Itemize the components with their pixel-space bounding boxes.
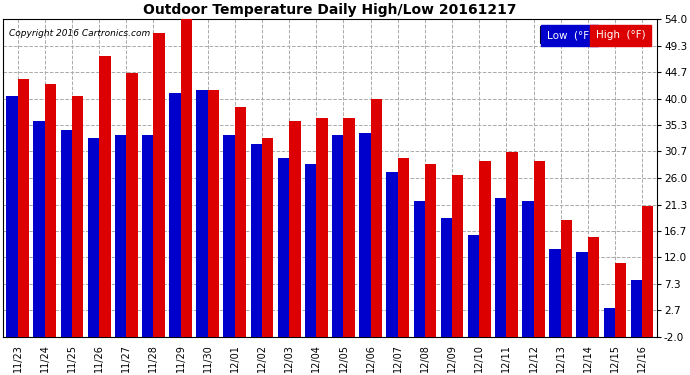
- Bar: [88, 138, 99, 337]
- Bar: [425, 164, 436, 337]
- Bar: [316, 118, 328, 337]
- Bar: [33, 121, 45, 337]
- Bar: [305, 164, 316, 337]
- Bar: [250, 144, 262, 337]
- Bar: [278, 158, 289, 337]
- Title: Outdoor Temperature Daily High/Low 20161217: Outdoor Temperature Daily High/Low 20161…: [143, 3, 517, 17]
- Bar: [18, 79, 29, 337]
- Bar: [604, 308, 615, 337]
- Bar: [289, 121, 301, 337]
- Bar: [561, 220, 572, 337]
- Bar: [332, 135, 344, 337]
- Bar: [386, 172, 397, 337]
- Bar: [126, 73, 138, 337]
- Bar: [142, 135, 153, 337]
- Bar: [61, 130, 72, 337]
- Bar: [115, 135, 126, 337]
- Bar: [72, 96, 83, 337]
- Bar: [99, 56, 110, 337]
- Bar: [413, 201, 425, 337]
- Bar: [441, 217, 452, 337]
- Text: Copyright 2016 Cartronics.com: Copyright 2016 Cartronics.com: [10, 29, 150, 38]
- Bar: [6, 96, 18, 337]
- Legend: Low  (°F), High  (°F): Low (°F), High (°F): [540, 26, 649, 43]
- Bar: [208, 90, 219, 337]
- Bar: [452, 175, 464, 337]
- Bar: [371, 99, 382, 337]
- Bar: [615, 263, 627, 337]
- Bar: [522, 201, 533, 337]
- Bar: [480, 161, 491, 337]
- Bar: [224, 135, 235, 337]
- Bar: [197, 90, 208, 337]
- Bar: [397, 158, 409, 337]
- Bar: [235, 107, 246, 337]
- Bar: [262, 138, 273, 337]
- Bar: [181, 16, 192, 337]
- Bar: [359, 133, 371, 337]
- Bar: [533, 161, 545, 337]
- Bar: [588, 237, 599, 337]
- Bar: [495, 198, 506, 337]
- Bar: [45, 84, 57, 337]
- Bar: [631, 280, 642, 337]
- Bar: [642, 206, 653, 337]
- Bar: [549, 249, 561, 337]
- Bar: [506, 153, 518, 337]
- Bar: [576, 252, 588, 337]
- Bar: [169, 93, 181, 337]
- Bar: [153, 33, 165, 337]
- Bar: [344, 118, 355, 337]
- Bar: [468, 235, 480, 337]
